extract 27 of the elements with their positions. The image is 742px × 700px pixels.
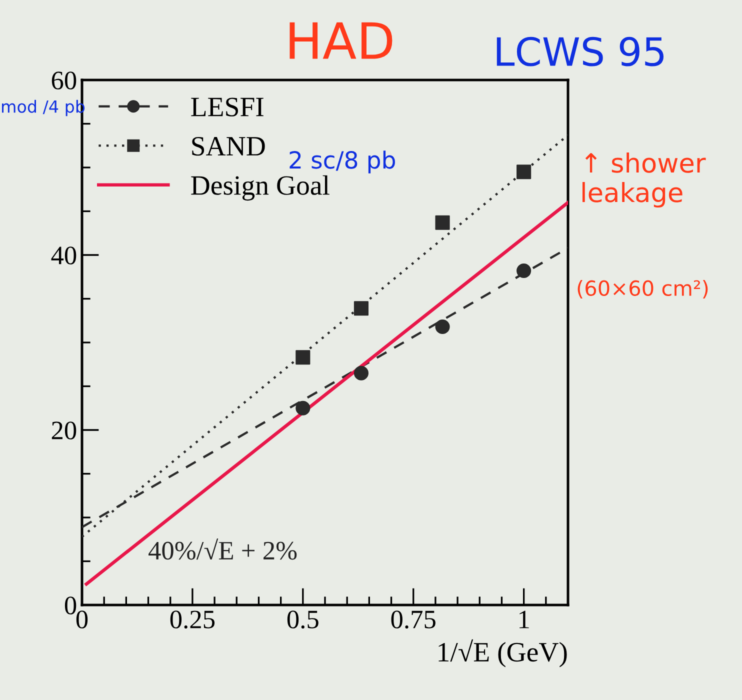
legend-label: LESFI (191, 98, 264, 116)
text: (60×60 cm²) (578, 280, 708, 298)
point (354, 301, 369, 316)
point (435, 319, 450, 334)
point (296, 350, 310, 365)
point (516, 164, 532, 180)
point (516, 263, 532, 278)
x-tick-label: 0.75 (391, 610, 436, 629)
x-tick-label: 1 (520, 610, 529, 628)
y-tick-label: 60 (52, 72, 76, 90)
text: LCWS 95 (496, 36, 664, 66)
x-tick-label: 0 (76, 610, 88, 628)
legend-label: SAND (192, 136, 265, 156)
point (354, 366, 369, 380)
point (296, 400, 310, 416)
legend-label: Design Goal (191, 175, 330, 201)
annotation: 2 sc/8 pb (290, 150, 395, 174)
annotation: 40%/√E + 2% (148, 538, 297, 560)
chart-title: HAD (290, 22, 392, 59)
x-axis-title: 1/√E (GeV) (438, 639, 567, 668)
point (435, 215, 450, 230)
x-tick-label: 0.5 (287, 610, 318, 629)
text: ↑ shower leakage (582, 152, 706, 208)
y-tick-label: 0 (64, 596, 76, 614)
y-tick-label: 20 (52, 422, 76, 440)
y-tick-label: 40 (51, 246, 76, 264)
x-tick-label: 0.25 (170, 610, 215, 629)
